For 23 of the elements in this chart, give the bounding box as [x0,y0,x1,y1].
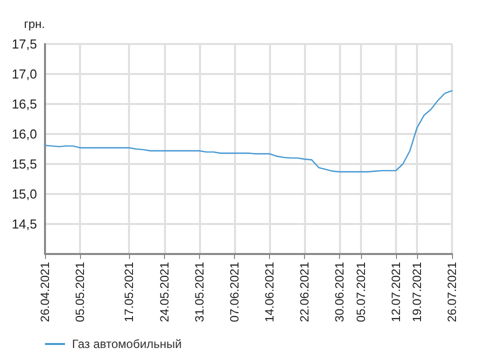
y-tick-label: 15,5 [12,156,37,172]
x-tick-label: 24.05.2021 [157,262,172,322]
x-tick-label: 07.06.2021 [227,262,242,322]
y-tick-label: 17,5 [12,36,37,52]
x-tick-label: 17.05.2021 [122,262,136,322]
x-tick-label: 30.06.2021 [332,262,347,322]
y-tick-label: 15,0 [12,186,37,202]
x-tick-label: 31.05.2021 [192,262,206,322]
y-tick-label: 16,5 [12,96,37,112]
y-tick-label: 16,0 [12,126,37,142]
x-tick-label: 26.07.2021 [445,262,459,322]
x-tick-label: 19.07.2021 [410,262,424,322]
x-tick-label: 14.06.2021 [262,262,277,322]
y-axis-title: грн. [24,17,45,31]
x-tick-label: 26.04.2021 [38,262,52,322]
x-tick-label: 05.07.2021 [354,262,368,322]
legend-label: Газ автомобильный [72,337,182,351]
x-tick-label: 05.05.2021 [73,262,88,322]
line-series [44,90,453,172]
y-tick-label: 14,5 [12,216,37,232]
x-tick-label: 12.07.2021 [388,262,403,322]
y-tick-label: 17,0 [12,66,37,82]
x-tick-label: 22.06.2021 [298,262,312,322]
